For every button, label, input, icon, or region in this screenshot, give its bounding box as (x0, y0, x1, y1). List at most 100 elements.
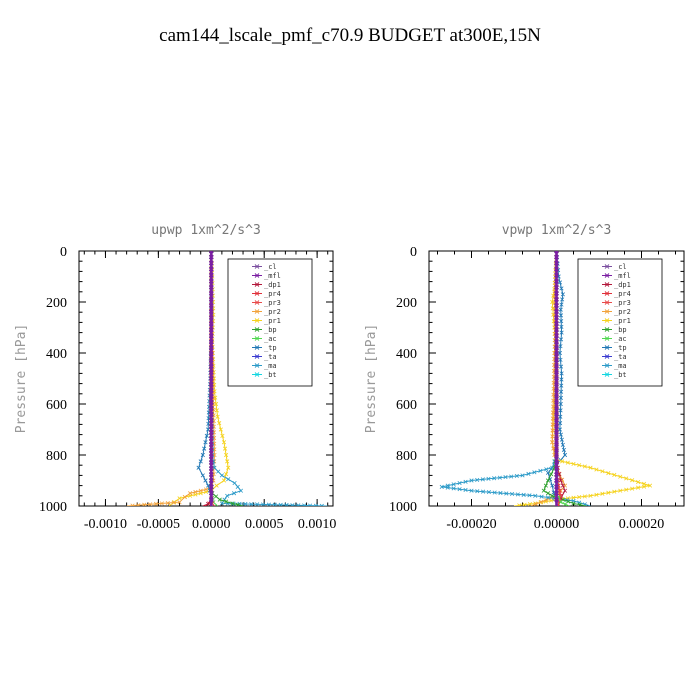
series-marker-pr1 (612, 472, 617, 477)
series-marker-mfl (208, 297, 214, 302)
series-marker-pr1 (577, 463, 582, 468)
series-marker-dp1 (562, 488, 568, 493)
y-tick-label: 0 (410, 245, 417, 260)
series-marker-mfl (554, 278, 559, 284)
series-marker-mfl (554, 363, 559, 369)
y-tick-label: 1000 (39, 500, 67, 515)
series-marker-pr1 (517, 503, 522, 506)
series-marker-mfl (208, 251, 214, 254)
series-marker-ma (284, 502, 289, 506)
series-marker-ma (457, 480, 462, 486)
y-axis-label: Pressure [hPa] (364, 324, 379, 434)
series-marker-mfl (208, 497, 214, 502)
series-marker-pr2 (148, 502, 153, 506)
series-marker-mfl (208, 321, 214, 327)
series-marker-mfl (208, 394, 214, 399)
series-marker-tp (557, 280, 563, 285)
series-marker-mfl (208, 484, 214, 490)
legend-label-ta: _ta (264, 353, 277, 361)
series-marker-mfl (208, 382, 214, 387)
series-marker-ma (290, 503, 295, 506)
series-marker-ma (538, 468, 543, 473)
series-marker-pr1 (218, 427, 223, 432)
series-marker-mfl (208, 490, 214, 496)
series-marker-ma (486, 490, 491, 495)
legend-label-bp: _bp (264, 326, 277, 334)
series-marker-pr1 (565, 460, 570, 465)
series-marker-mfl (554, 436, 559, 441)
series-marker-pr2 (550, 416, 555, 421)
series-marker-mfl (554, 376, 559, 381)
series-marker-tp (551, 490, 556, 495)
series-marker-ac (562, 502, 568, 506)
series-marker-pr1 (582, 464, 587, 469)
series-marker-pr1 (641, 484, 647, 489)
legend-marker-bt (604, 372, 610, 377)
series-marker-mfl (554, 472, 559, 477)
series-marker-tp (558, 421, 563, 426)
series-marker-mfl (208, 254, 214, 260)
series-marker-ma (497, 475, 502, 480)
panel-title: vpwp 1xm^2/s^3 (502, 223, 612, 238)
series-marker-tp (558, 364, 564, 369)
legend-label-dp1: _dp1 (264, 281, 281, 289)
series-marker-ma (219, 473, 224, 478)
series-marker-tp (559, 383, 564, 388)
legend-label-pr1: _pr1 (264, 317, 281, 325)
series-marker-pr1 (221, 440, 227, 445)
series-marker-ma (260, 502, 266, 506)
legend-marker-ac (604, 336, 610, 341)
series-marker-pr2 (136, 503, 141, 506)
series-marker-ma (302, 503, 307, 506)
series-marker-mfl (208, 291, 214, 296)
series-marker-tp (559, 319, 564, 324)
series-marker-ma (514, 473, 519, 479)
series-marker-tp (558, 432, 563, 437)
series-marker-mfl (208, 466, 214, 471)
series-marker-mfl (208, 272, 214, 278)
series-marker-mfl (554, 272, 559, 278)
series-marker-ma (539, 494, 544, 499)
series-marker-mfl (208, 478, 214, 483)
series-group (439, 251, 653, 506)
series-marker-pr2 (551, 398, 556, 403)
series-marker-mfl (208, 418, 214, 423)
series-marker-tp (557, 350, 562, 356)
series-marker-tp (200, 473, 205, 478)
series-marker-tp (196, 465, 201, 470)
series-marker-mfl (554, 291, 559, 296)
series-marker-bp (577, 502, 582, 506)
series-marker-pr1 (177, 496, 182, 501)
legend-label-bt: _bt (614, 371, 627, 379)
series-marker-pr2 (203, 487, 209, 492)
legend-label-mfl: _mfl (264, 272, 281, 280)
series-marker-mfl (208, 351, 214, 357)
series-marker-bp (571, 501, 576, 506)
series-marker-pr1 (606, 490, 611, 495)
series-marker-mfl (554, 466, 559, 471)
series-marker-bp (224, 499, 229, 504)
series-marker-ma (475, 477, 480, 483)
series-marker-pr2 (153, 501, 159, 506)
legend-label-pr2: _pr2 (614, 308, 631, 316)
series-marker-ma (445, 485, 450, 490)
y-axis-label: Pressure [hPa] (14, 324, 29, 434)
legend-label-ac: _ac (614, 335, 627, 343)
series-marker-pr1 (594, 492, 599, 497)
series-marker-pr1 (606, 471, 611, 476)
x-tick-label: -0.0005 (137, 517, 180, 532)
series-marker-mfl (208, 309, 214, 315)
series-marker-ma (296, 503, 301, 506)
y-tick-label: 600 (396, 398, 417, 413)
series-marker-pr2 (165, 500, 170, 506)
series-marker-ma (469, 488, 474, 493)
series-marker-ma (486, 476, 491, 481)
series-marker-mfl (208, 303, 214, 309)
y-tick-label: 200 (396, 296, 417, 311)
series-marker-mfl (554, 442, 559, 447)
legend-marker-pr1 (254, 318, 260, 323)
series-marker-bp (213, 494, 219, 499)
series-marker-mfl (554, 285, 559, 290)
series-marker-ma (238, 488, 244, 493)
series-marker-bp (541, 488, 546, 493)
